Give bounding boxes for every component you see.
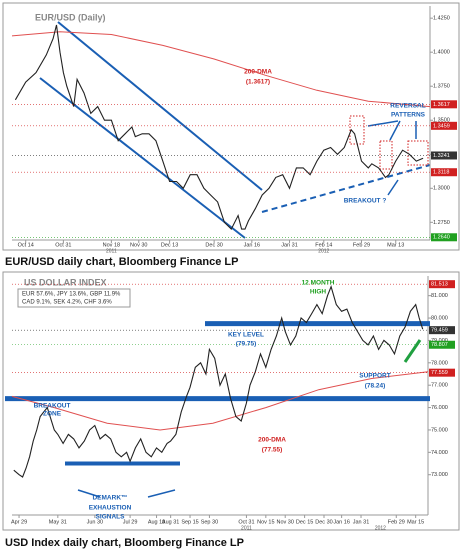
- x-tick-label: Jul 29: [123, 519, 138, 525]
- annotation: (1.3617): [246, 79, 270, 86]
- x-tick-label: Oct 31: [55, 242, 71, 248]
- annotation: EXHAUSTION: [89, 505, 132, 512]
- price-tag-label: 81.513: [431, 282, 448, 288]
- price-tag-label: 1.2640: [433, 235, 450, 241]
- dma-line: [11, 31, 431, 108]
- annotation: DEMARK™: [92, 495, 127, 502]
- legend-text: EUR 57.6%, JPY 13.6%, GBP 11.9%: [22, 292, 121, 298]
- x-tick-label: Oct 14: [18, 242, 34, 248]
- price-tag-label: 1.3617: [433, 102, 450, 108]
- annotation: BREAKOUT ?: [344, 198, 387, 205]
- y-tick-label: 1.3750: [433, 84, 450, 90]
- price-tag-label: 77.559: [431, 370, 448, 376]
- x-tick-label: Jan 16: [244, 242, 261, 248]
- price-line: [14, 24, 424, 231]
- x-tick-label: Nov 15: [257, 519, 274, 525]
- year-label: 2011: [106, 248, 117, 254]
- annotation: HIGH: [310, 289, 327, 296]
- price-tag-label: 78.807: [431, 342, 448, 348]
- caption: EUR/USD daily chart, Bloomberg Finance L…: [5, 256, 239, 268]
- price-tag-label: 1.3241: [433, 153, 450, 159]
- y-tick-label: 75.000: [431, 427, 448, 433]
- price-tag: [429, 280, 455, 289]
- arrow: [77, 120, 417, 498]
- y-tick-label: 1.4250: [433, 16, 450, 22]
- dma-line: [11, 371, 429, 431]
- x-tick-label: Oct 31: [238, 519, 254, 525]
- y-tick-label: 77.000: [431, 383, 448, 389]
- y-tick-label: 78.000: [431, 360, 448, 366]
- y-tick-label: 80.000: [431, 316, 448, 322]
- x-tick-label: Nov 30: [130, 242, 147, 248]
- x-tick-label: Jun 30: [87, 519, 104, 525]
- price-tag: [431, 121, 457, 130]
- annotation: SIGNALS: [96, 514, 126, 521]
- x-tick-label: Dec 15: [296, 519, 313, 525]
- annotation: 12 MONTH: [302, 280, 335, 287]
- x-tick-label: Nov 18: [103, 242, 120, 248]
- x-tick-label: Mar 13: [387, 242, 404, 248]
- price-tag: [429, 340, 455, 349]
- x-tick-label: Sep 30: [201, 519, 218, 525]
- y-tick-label: 74.000: [431, 450, 448, 456]
- x-tick-label: May 31: [49, 519, 67, 525]
- arrow: [403, 339, 422, 363]
- annotation: (77.55): [262, 447, 283, 454]
- panel: [2, 2, 460, 251]
- y-tick-label: 73.000: [431, 472, 448, 478]
- price-tag: [431, 100, 457, 109]
- price-tag-label: 79.459: [431, 328, 448, 334]
- x-tick-label: Aug 19: [148, 519, 165, 525]
- legend-box: [17, 288, 131, 308]
- annotation: 200-DMA: [244, 69, 272, 76]
- caption: USD Index daily chart, Bloomberg Finance…: [5, 537, 244, 549]
- chart-title: EUR/USD (Daily): [35, 12, 106, 22]
- x-tick-label: Feb 14: [315, 242, 332, 248]
- annotation: REVERSAL: [390, 103, 425, 110]
- x-tick-label: Jan 16: [333, 519, 350, 525]
- x-tick-label: Feb 29: [388, 519, 405, 525]
- y-tick-label: 1.3000: [433, 186, 450, 192]
- price-tag: [429, 326, 455, 335]
- y-tick-label: 1.2750: [433, 220, 450, 226]
- x-tick-label: Nov 30: [277, 519, 294, 525]
- price-line: [13, 285, 424, 478]
- x-tick-label: Dec 13: [161, 242, 178, 248]
- x-tick-label: Feb 29: [353, 242, 370, 248]
- price-tag-label: 1.3459: [433, 123, 450, 129]
- x-tick-label: Dec 30: [205, 242, 222, 248]
- x-tick-label: Sep 15: [181, 519, 198, 525]
- x-tick-label: Aug 31: [162, 519, 179, 525]
- x-tick-label: Jan 31: [281, 242, 298, 248]
- annotation: BREAKOUT: [34, 403, 71, 410]
- chart-title: US DOLLAR INDEX: [24, 277, 107, 287]
- price-tag: [431, 233, 457, 242]
- price-tag-label: 1.3118: [433, 170, 449, 176]
- year-label: 2012: [375, 525, 386, 531]
- annotation: (78.24): [365, 383, 386, 390]
- y-tick-label: 76.000: [431, 405, 448, 411]
- x-tick-label: Apr 29: [11, 519, 27, 525]
- year-label: 2012: [318, 248, 329, 254]
- x-tick-label: Mar 15: [407, 519, 424, 525]
- annotation: KEY LEVEL: [228, 332, 264, 339]
- annotation: ZONE: [43, 411, 62, 418]
- legend-text: CAD 9.1%, SEK 4.2%, CHF 3.6%: [22, 300, 112, 306]
- annotation: SUPPORT: [359, 373, 390, 380]
- year-label: 2011: [241, 525, 252, 531]
- x-tick-label: Dec 30: [315, 519, 332, 525]
- price-tag: [431, 151, 457, 160]
- y-tick-label: 1.3500: [433, 118, 450, 124]
- price-tag: [431, 168, 457, 177]
- annotation: 200-DMA: [258, 437, 286, 444]
- x-tick-label: Jan 31: [353, 519, 370, 525]
- annotation: (79.75): [236, 341, 257, 348]
- y-tick-label: 81.000: [431, 293, 448, 299]
- annotation: PATTERNS: [391, 112, 426, 119]
- y-tick-label: 1.4000: [433, 50, 450, 56]
- price-tag: [429, 368, 455, 377]
